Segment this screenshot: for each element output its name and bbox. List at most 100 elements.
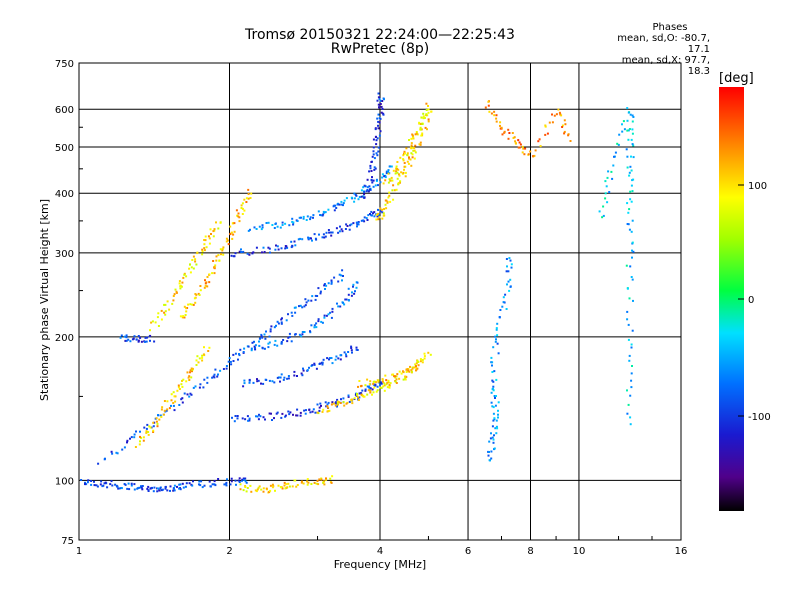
data-point [256,380,259,383]
data-point [544,125,547,128]
data-point [290,340,293,343]
data-point [318,233,320,236]
data-point [330,234,333,237]
data-point [164,303,167,306]
data-point [244,418,247,421]
data-point [303,331,306,333]
data-point [236,417,239,420]
data-point [254,348,257,351]
data-point [302,367,304,370]
data-point [628,359,631,362]
data-point [492,419,495,422]
data-point [342,202,345,205]
data-point [335,355,338,358]
data-point [361,389,364,392]
data-point [387,196,390,199]
data-point [392,373,395,376]
data-point [240,248,242,251]
data-point [103,482,106,485]
data-point [125,334,128,337]
data-point [410,152,413,155]
data-point [189,303,192,306]
data-point [166,408,169,411]
data-point [95,484,98,487]
data-point [261,226,264,229]
data-point [249,484,252,487]
data-point [183,316,186,319]
data-point [553,114,556,117]
data-point [343,404,346,407]
data-point [160,318,163,321]
data-point [230,363,233,366]
data-point [377,127,380,130]
data-point [409,158,412,161]
data-point [630,169,633,172]
data-point [261,251,263,254]
data-point [366,219,369,221]
data-point [318,409,321,412]
data-point [168,407,171,410]
data-point [268,247,271,250]
data-point [299,304,302,307]
data-point [215,221,217,224]
data-point [381,380,384,383]
data-point [366,189,369,191]
data-point [313,326,316,329]
data-point [90,483,93,486]
data-point [495,327,498,330]
data-point [372,146,375,149]
data-point [187,376,190,379]
data-point [409,365,411,368]
data-point [138,443,141,446]
data-point [373,157,376,160]
x-axis-label: Frequency [MHz] [334,558,426,571]
data-point [234,479,237,482]
data-point [628,174,631,177]
data-point [276,411,279,414]
data-point [116,485,119,488]
chart-title-line2: RwPretec (8p) [330,41,430,57]
data-point [369,387,372,390]
data-point [569,140,572,142]
data-point [340,203,343,206]
data-point [330,481,333,484]
data-point [607,170,610,173]
data-point [227,360,230,363]
data-point [184,485,187,488]
data-point [258,413,260,416]
data-point [199,484,202,487]
data-point [353,192,356,195]
data-point [628,297,631,300]
data-point [380,387,383,389]
data-point [383,389,386,392]
data-point [517,146,520,149]
data-point [347,293,350,296]
data-point [388,194,391,197]
data-point [166,400,169,403]
data-point [255,415,257,418]
data-point [209,228,212,231]
data-point [117,487,120,490]
data-point [178,483,181,486]
data-point [495,120,498,123]
data-point [350,345,353,348]
data-point [291,485,294,488]
data-point [623,128,626,131]
data-point [356,394,359,397]
data-point [383,384,386,387]
data-point [415,132,418,135]
data-point [377,96,380,99]
data-point [370,178,373,181]
data-point [422,115,425,118]
data-point [368,188,371,191]
data-point [392,198,395,201]
data-point [357,221,360,223]
data-point [263,347,266,350]
data-point [492,406,495,409]
data-point [627,223,630,226]
data-point [198,386,201,389]
data-point [492,438,495,441]
data-point [279,376,282,379]
data-point [147,431,150,433]
data-point [296,375,298,377]
